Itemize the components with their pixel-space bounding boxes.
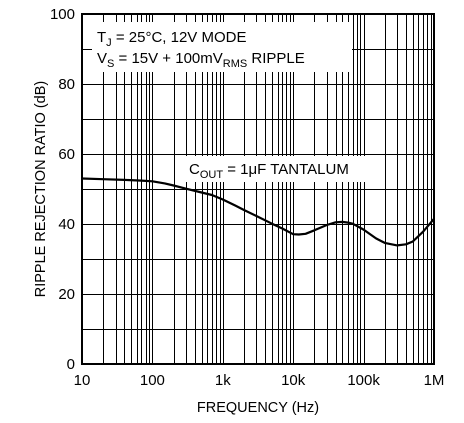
anno3-sub: OUT [200, 169, 224, 181]
anno1-main: T [97, 29, 106, 46]
y-tick-label: 20 [58, 286, 75, 303]
plot-frame [81, 13, 435, 365]
x-tick-label: 100 [140, 372, 165, 389]
series-line-0 [81, 177, 435, 247]
annotation-masks [92, 22, 370, 182]
anno3-rest: = 1μF TANTALUM [223, 161, 349, 178]
series-group [81, 177, 435, 247]
curve-label-mask [185, 156, 370, 182]
x-tick-label: 1M [424, 372, 445, 389]
y-tick-label: 0 [67, 356, 75, 373]
anno2-main: V [97, 50, 107, 67]
y-axis-label: RIPPLE REJECTION RATIO (dB) [33, 81, 49, 297]
x-tick-label: 10 [74, 372, 91, 389]
x-tick-label: 10k [281, 372, 306, 389]
conditions-line-2: VS = 15V + 100mVRMS RIPPLE [97, 50, 305, 70]
conditions-line-1: TJ = 25°C, 12V MODE [97, 29, 246, 49]
grid [82, 14, 434, 364]
anno2-mid: = 15V + 100mV [114, 50, 222, 67]
x-tick-labels: 10 100 1k 10k 100k 1M [74, 372, 445, 389]
y-tick-label: 60 [58, 146, 75, 163]
y-tick-label: 80 [58, 76, 75, 93]
conditions-mask [92, 22, 352, 72]
x-tick-label: 100k [347, 372, 380, 389]
y-tick-label: 40 [58, 216, 75, 233]
x-tick-label: 1k [215, 372, 231, 389]
anno1-rest: = 25°C, 12V MODE [112, 29, 247, 46]
anno1-sub: J [106, 37, 112, 49]
y-tick-label: 100 [50, 6, 75, 23]
anno2-sub: S [107, 58, 114, 70]
curve-label: COUT = 1μF TANTALUM [189, 161, 349, 181]
x-axis-label: FREQUENCY (Hz) [197, 400, 319, 416]
anno2-rest: RIPPLE [247, 50, 305, 67]
y-tick-labels: 0 20 40 60 80 100 [50, 6, 75, 373]
anno2-sub2: RMS [223, 58, 247, 70]
anno3-main: C [189, 161, 200, 178]
